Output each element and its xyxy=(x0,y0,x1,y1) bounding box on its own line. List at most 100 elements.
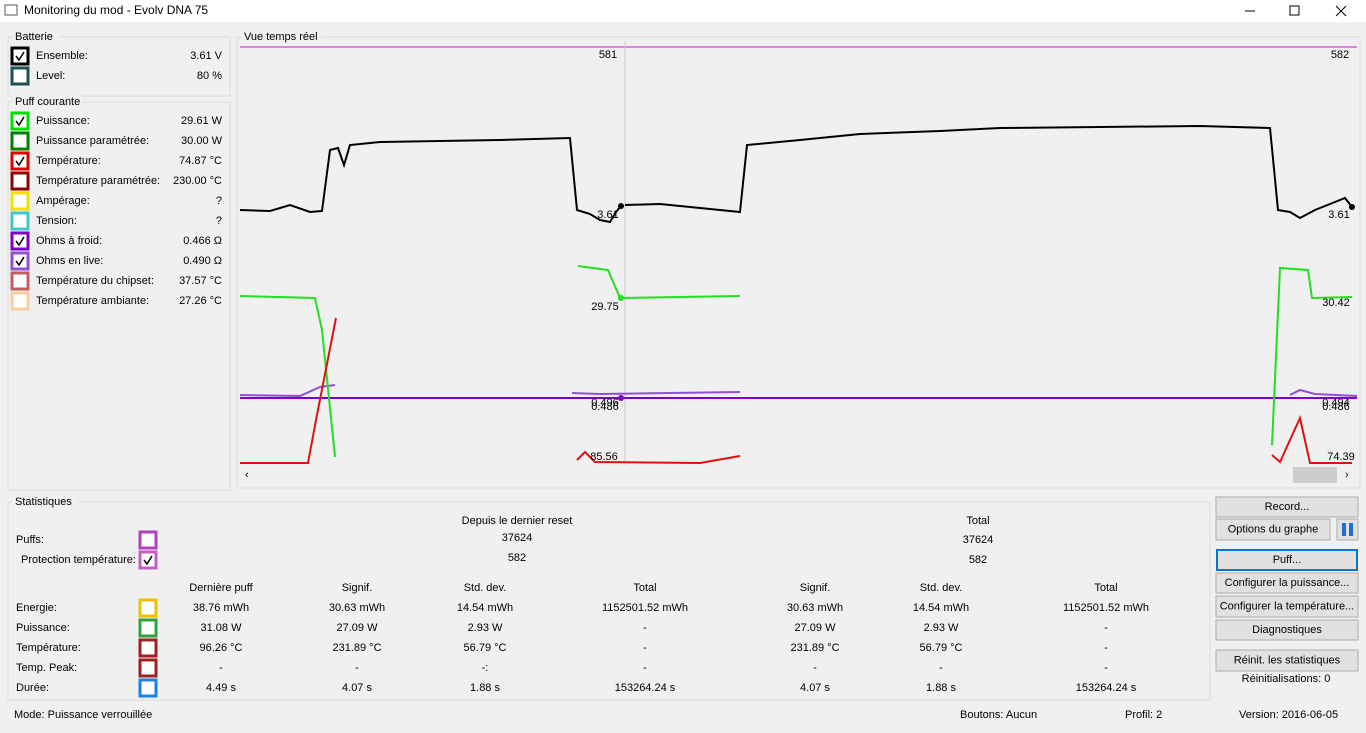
cursor-dot xyxy=(1349,204,1355,210)
cursor-dot xyxy=(618,395,624,401)
checkbox[interactable] xyxy=(10,191,30,211)
group-title: Statistiques xyxy=(15,496,72,508)
pause-button[interactable] xyxy=(1336,518,1359,541)
counter-label: Puffs: xyxy=(16,534,44,546)
trace-label: 582 xyxy=(1331,49,1349,61)
row-label: Ampérage: xyxy=(36,195,90,207)
cell: 27.09 W xyxy=(337,622,379,634)
row-label: Tension: xyxy=(36,215,77,227)
button[interactable] xyxy=(1216,549,1358,571)
column-header: Std. dev. xyxy=(920,582,963,594)
checkmark xyxy=(15,236,25,247)
checkbox[interactable] xyxy=(10,231,30,251)
reset-count: Réinitialisations: 0 xyxy=(1242,673,1331,685)
cell: 4.07 s xyxy=(342,682,372,694)
checkbox[interactable] xyxy=(10,46,30,66)
checkbox[interactable] xyxy=(10,211,30,231)
scroll-left[interactable]: ‹ xyxy=(245,469,249,481)
cell: - xyxy=(355,662,359,674)
cell: -: xyxy=(482,662,489,674)
trace-label: 0.496 xyxy=(591,397,619,409)
maximize[interactable] xyxy=(1289,5,1300,16)
checkbox[interactable] xyxy=(10,271,30,291)
checkbox[interactable] xyxy=(10,171,30,191)
checkbox[interactable] xyxy=(138,678,158,698)
cell: 56.79 °C xyxy=(464,642,507,654)
checkbox[interactable] xyxy=(138,550,158,570)
checkbox[interactable] xyxy=(138,598,158,618)
trace-line xyxy=(1271,266,1353,446)
checkmark xyxy=(143,555,153,566)
row-value: 29.61 W xyxy=(181,115,223,127)
button[interactable] xyxy=(1215,518,1331,541)
cell: - xyxy=(1104,622,1108,634)
checkbox[interactable] xyxy=(138,618,158,638)
scroll-right[interactable]: › xyxy=(1345,469,1349,481)
row-value: 80 % xyxy=(197,70,222,82)
checkbox[interactable] xyxy=(10,151,30,171)
trace-label: 29.75 xyxy=(591,301,619,313)
trace-line xyxy=(1289,388,1358,397)
checkbox[interactable] xyxy=(10,111,30,131)
counter-value: 37624 xyxy=(502,532,533,544)
row-value: ? xyxy=(216,215,222,227)
checkbox[interactable] xyxy=(138,658,158,678)
trace-line xyxy=(239,136,622,224)
status-profile: Profil: 2 xyxy=(1125,709,1162,721)
row-value: 74.87 °C xyxy=(179,155,222,167)
cell: 231.89 °C xyxy=(332,642,381,654)
realtime-plot: ‹ › xyxy=(239,42,1358,485)
cell: - xyxy=(643,642,647,654)
cell: - xyxy=(1104,642,1108,654)
trace-label: 3.61 xyxy=(1328,209,1349,221)
close[interactable] xyxy=(1335,5,1347,17)
checkbox[interactable] xyxy=(138,638,158,658)
column-header: Std. dev. xyxy=(464,582,507,594)
button-label: Configurer la puissance... xyxy=(1225,577,1350,589)
group-box xyxy=(236,36,1361,489)
button[interactable] xyxy=(1215,595,1359,618)
column-header: Signif. xyxy=(342,582,373,594)
button-label: Configurer la température... xyxy=(1220,600,1355,612)
scrollbar[interactable] xyxy=(240,465,1357,485)
row-label: Puissance: xyxy=(36,115,90,127)
row-label: Température ambiante: xyxy=(36,295,149,307)
trace-line xyxy=(240,317,337,464)
row-value: 27.26 °C xyxy=(179,295,222,307)
scroll-thumb[interactable] xyxy=(1293,467,1337,483)
cell: 1152501.52 mWh xyxy=(602,602,688,614)
cell: - xyxy=(813,662,817,674)
cell: 2.93 W xyxy=(468,622,503,634)
checkbox[interactable] xyxy=(10,251,30,271)
button[interactable] xyxy=(1215,496,1359,518)
group-box xyxy=(7,36,231,97)
cell: 14.54 mWh xyxy=(913,602,969,614)
trace-line xyxy=(577,265,741,300)
column-header: Total xyxy=(633,582,656,594)
cell: 153264.24 s xyxy=(1076,682,1137,694)
button[interactable] xyxy=(1215,572,1359,594)
cell: - xyxy=(219,662,223,674)
group-title-bg xyxy=(241,30,321,44)
row-label: Temp. Peak: xyxy=(16,662,77,674)
checkmark xyxy=(15,116,25,127)
row-label: Puissance: xyxy=(16,622,70,634)
button[interactable] xyxy=(1215,619,1359,641)
cell: 30.63 mWh xyxy=(787,602,843,614)
pause-bar xyxy=(1342,523,1346,536)
checkbox[interactable] xyxy=(10,66,30,86)
cursor-dot xyxy=(618,295,624,301)
checkbox[interactable] xyxy=(10,131,30,151)
row-label: Température: xyxy=(16,642,81,654)
status-mode: Mode: Puissance verrouillée xyxy=(14,709,152,721)
row-label: Durée: xyxy=(16,682,49,694)
cell: 4.07 s xyxy=(800,682,830,694)
plot-area xyxy=(240,42,1357,465)
checkmark xyxy=(15,156,25,167)
checkbox[interactable] xyxy=(10,291,30,311)
checkbox[interactable] xyxy=(138,530,158,550)
trace-label: 30.42 xyxy=(1322,297,1350,309)
button[interactable] xyxy=(1215,649,1359,672)
row-label: Puissance paramétrée: xyxy=(36,135,149,147)
